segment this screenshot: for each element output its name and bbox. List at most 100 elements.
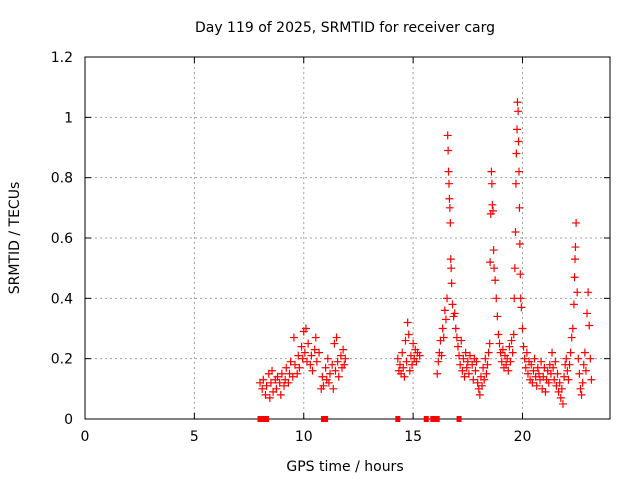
zero-point [395, 416, 401, 422]
x-axis-label: GPS time / hours [286, 459, 403, 475]
data-point [487, 167, 496, 176]
data-point [548, 348, 557, 357]
data-point [585, 321, 594, 330]
data-point [262, 381, 271, 390]
data-point [574, 354, 583, 363]
data-point [311, 333, 320, 342]
data-point [446, 218, 455, 227]
y-tick-label: 1 [64, 110, 73, 126]
data-points [256, 98, 596, 422]
data-point [412, 357, 421, 366]
data-point [458, 366, 467, 375]
axis-ticks [84, 56, 610, 420]
data-point [557, 384, 566, 393]
data-point [550, 375, 559, 384]
data-point [300, 348, 309, 357]
x-tick-label: 20 [514, 429, 532, 445]
data-point [321, 363, 330, 372]
data-point [459, 354, 468, 363]
data-point [571, 243, 580, 252]
data-point [523, 369, 532, 378]
data-point [487, 179, 496, 188]
data-point [504, 366, 513, 375]
data-point [511, 227, 520, 236]
chart-title: Day 119 of 2025, SRMTID for receiver car… [195, 20, 495, 36]
data-point [481, 354, 490, 363]
data-point [534, 369, 543, 378]
data-point [572, 218, 581, 227]
data-point [339, 345, 348, 354]
data-point [569, 300, 578, 309]
x-tick-label: 10 [295, 429, 313, 445]
data-point [318, 372, 327, 381]
data-point [549, 363, 558, 372]
data-point [508, 348, 517, 357]
data-point [486, 258, 495, 267]
data-point [444, 146, 453, 155]
data-point [434, 357, 443, 366]
x-tick-label: 0 [81, 429, 90, 445]
zero-point [264, 416, 270, 422]
data-point [308, 366, 317, 375]
data-point [286, 357, 295, 366]
data-point [446, 255, 455, 264]
data-point [451, 324, 460, 333]
data-point [575, 369, 584, 378]
data-point [583, 309, 592, 318]
data-point [506, 357, 515, 366]
data-point [403, 318, 412, 327]
data-point [319, 381, 328, 390]
data-point [439, 333, 448, 342]
y-tick-labels: 0 0.2 0.4 0.6 0.8 1 1.2 [51, 50, 73, 428]
data-point [304, 339, 313, 348]
data-point [483, 360, 492, 369]
data-point [511, 179, 520, 188]
data-point [297, 342, 306, 351]
data-point [415, 351, 424, 360]
data-point [502, 360, 511, 369]
data-point [291, 360, 299, 369]
data-point [460, 372, 469, 381]
data-point [402, 357, 411, 366]
data-point [332, 333, 341, 342]
data-point [570, 273, 579, 282]
data-point [493, 312, 502, 321]
data-point [393, 354, 402, 363]
data-point [562, 354, 571, 363]
y-tick-label: 0.8 [51, 171, 73, 187]
data-point [266, 378, 275, 387]
data-point [521, 363, 530, 372]
data-point [507, 336, 516, 345]
data-point [564, 375, 573, 384]
zero-point [423, 416, 429, 422]
data-point [334, 372, 343, 381]
data-point [443, 131, 452, 140]
data-point [551, 357, 560, 366]
data-point [473, 378, 482, 387]
data-point [447, 279, 456, 288]
data-point [340, 360, 349, 369]
data-point [404, 330, 413, 339]
data-point [568, 324, 577, 333]
data-point [475, 390, 484, 399]
data-point [587, 375, 596, 384]
data-point [495, 339, 504, 348]
data-point [282, 363, 291, 372]
data-point [289, 333, 298, 342]
data-point [516, 294, 525, 303]
y-tick-label: 1.2 [51, 50, 73, 66]
data-point [484, 348, 493, 357]
data-point [437, 351, 446, 360]
data-point [445, 194, 454, 203]
zero-point [323, 416, 329, 422]
data-point [579, 360, 588, 369]
data-point [466, 351, 474, 360]
data-point [571, 255, 579, 264]
data-point [492, 294, 501, 303]
data-point [461, 348, 470, 357]
data-point [265, 393, 274, 402]
data-point [259, 375, 268, 384]
data-point [457, 336, 466, 345]
data-point [581, 366, 590, 375]
